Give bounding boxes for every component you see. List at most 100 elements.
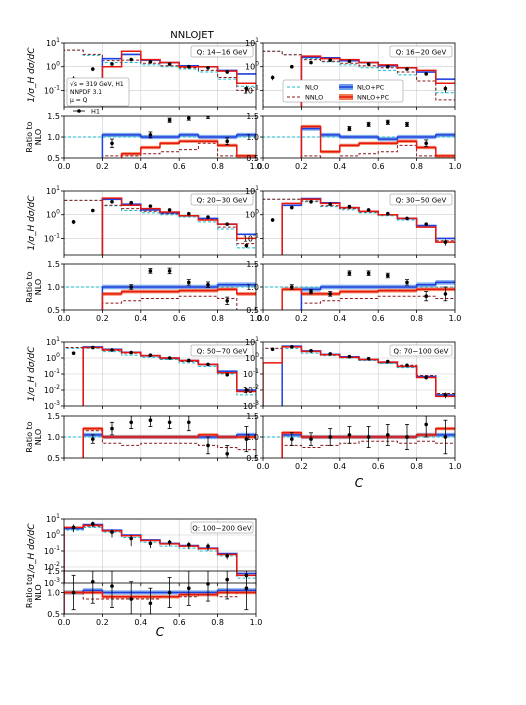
top-frame: [63, 190, 257, 256]
x-tick-label: 0.2: [295, 162, 308, 171]
tick-exponent: -1: [54, 368, 60, 375]
legend-data-label: H1: [91, 108, 100, 116]
data-point: [187, 64, 191, 69]
x-tick-label: 0.0: [58, 162, 71, 171]
data-ratio-point: [129, 285, 133, 289]
tick-exponent: -2: [54, 561, 60, 568]
data-point: [328, 202, 333, 206]
tick-base: 10: [46, 63, 56, 72]
tick-base: 10: [46, 354, 56, 363]
data-point: [347, 59, 352, 64]
ratio-y-tick-label: 1.5: [47, 567, 60, 576]
data-ratio-point: [110, 141, 114, 146]
series-legend: NLO NNLO NLO+PC NNLO+PC: [282, 79, 404, 103]
tick-exponent: 1: [255, 185, 259, 192]
data-point: [91, 345, 95, 350]
top-plot-area: [64, 49, 256, 107]
x-tick-label: 0.0: [257, 314, 270, 323]
tick-exponent: 0: [56, 352, 60, 359]
data-point: [443, 86, 448, 91]
tick-base: 10: [44, 234, 54, 243]
nnlo-ratio-line: [300, 295, 455, 310]
tick-exponent: -1: [54, 84, 60, 91]
x-axis-label: C: [156, 625, 165, 639]
data-point: [110, 348, 114, 352]
x-tick-label: 0.8: [211, 618, 224, 627]
ratio-plot-area: [64, 116, 256, 158]
nlopc-ratio-line: [101, 134, 256, 158]
data-ratio-point: [366, 271, 371, 276]
data-ratio-point: [187, 586, 191, 590]
top-plot-area: [263, 197, 455, 255]
tick-base: 10: [46, 187, 56, 196]
data-point: [225, 70, 229, 74]
ratio-y-tick-label: 1.0: [246, 433, 259, 442]
x-tick-label: 0.4: [134, 314, 147, 323]
nnlopc-ratio-line: [64, 591, 256, 614]
data-ratio-point: [206, 282, 210, 287]
ratio-plot-area: [263, 270, 455, 310]
data-ratio-point: [424, 141, 429, 146]
data-ratio-point: [110, 584, 114, 588]
y-tick-label: 10-1: [243, 84, 259, 95]
data-ratio-point: [386, 120, 390, 125]
y-tick-label: 10-1: [44, 368, 60, 379]
y-tick-label: 10-1: [44, 84, 60, 95]
data-point: [405, 216, 409, 221]
y-tick-label: 10-1: [243, 232, 259, 243]
data-point: [225, 372, 229, 377]
nnlo-ratio-line: [101, 142, 256, 158]
data-point: [110, 530, 114, 534]
data-ratio-point: [347, 126, 352, 131]
data-point: [187, 211, 191, 216]
x-tick-label: 0.4: [333, 314, 346, 323]
x-tick-label: 0.4: [134, 618, 147, 627]
series-legend-box: [282, 79, 404, 103]
y-tick-label: 10-2: [44, 561, 60, 572]
tick-base: 10: [46, 39, 56, 48]
x-tick-label: 0.6: [173, 314, 186, 323]
tick-base: 10: [243, 402, 253, 411]
y-tick-label: 101: [46, 185, 60, 196]
data-point: [290, 345, 294, 349]
data-point: [347, 354, 352, 359]
legend-info-line: NNPDF 3.1: [70, 89, 102, 96]
data-point: [270, 218, 275, 222]
nlo-line: [64, 347, 256, 406]
nnlopc-line: [101, 197, 256, 255]
ratio-axis-label-line1: Ratio to: [25, 421, 34, 452]
x-tick-label: 0.0: [257, 162, 270, 171]
ratio-axis-label-line2: NLO: [34, 429, 43, 445]
data-ratio-point: [309, 437, 313, 441]
data-point: [129, 57, 133, 62]
nlopc-ratio-line: [82, 434, 256, 458]
x-tick-label: 0.6: [173, 618, 186, 627]
data-point: [386, 359, 390, 364]
x-tick-label: 0.6: [173, 162, 186, 171]
x-tick-label: 0.2: [96, 618, 109, 627]
y-tick-label: 101: [245, 185, 259, 196]
ratio-y-tick-label: 0.5: [246, 454, 259, 463]
data-point: [328, 352, 333, 356]
panel-title-box: [389, 193, 453, 206]
y-tick-label: 100: [245, 61, 259, 72]
x-tick-label: 0.4: [333, 462, 346, 471]
data-ratio-point: [225, 139, 229, 143]
x-tick-label: 0.6: [372, 314, 385, 323]
y-axis-label: 1/σ_H dσ/dC: [27, 523, 37, 579]
data-ratio-point: [129, 420, 133, 425]
tick-exponent: 0: [255, 352, 259, 359]
data-ratio-point: [187, 280, 191, 285]
data-point: [270, 347, 275, 352]
nnlopc-line: [281, 198, 455, 255]
data-ratio-point: [366, 435, 371, 439]
figure-title: NNLOJET: [170, 30, 214, 41]
data-point: [386, 64, 390, 69]
data-ratio-point: [443, 435, 448, 439]
nnlo-line: [263, 50, 455, 107]
x-tick-label: 0.2: [295, 314, 308, 323]
x-tick-label: 0.2: [295, 462, 308, 471]
y-tick-label: 100: [46, 529, 60, 540]
tick-exponent: -3: [54, 400, 60, 407]
